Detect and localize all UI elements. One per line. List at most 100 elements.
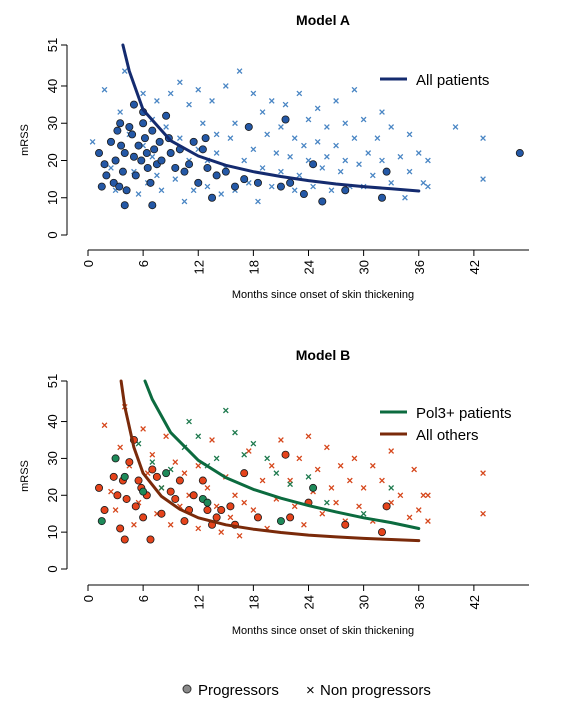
model-a-y-tick-label: 20: [45, 153, 60, 167]
model-b-non-progressor-point: [140, 426, 146, 432]
model-b-non-progressor-point: [328, 485, 335, 491]
model-b-progressor-point: [341, 520, 350, 529]
model-b-progressor-point: [240, 469, 249, 478]
model-b-progressor-point: [111, 454, 120, 463]
model-b-y-axis-label: mRSS: [19, 460, 31, 492]
model-b-progressor-point: [113, 491, 122, 500]
model-a-x-tick-label: 30: [357, 260, 372, 274]
model-a-y-axis-label: mRSS: [19, 124, 31, 156]
model-b-progressor-point: [180, 517, 189, 526]
model-a-non-progressor-point: [250, 90, 257, 97]
model-b-progressor-point: [134, 476, 143, 485]
model-b-non-progressor-point: [213, 455, 220, 462]
model-b-non-progressor-point: [195, 433, 202, 440]
model-b-non-progressor-point: [369, 462, 376, 469]
model-a-non-progressor-point: [140, 90, 146, 97]
model-a-non-progressor-point: [314, 105, 321, 112]
model-b-non-progressor-point: [232, 492, 238, 499]
model-a-y-tick-label: 51: [45, 38, 60, 52]
model-a-non-progressor-point: [101, 86, 108, 93]
model-a-non-progressor-point: [425, 183, 431, 190]
model-b-non-progressor-point: [112, 507, 119, 513]
model-a-non-progressor-point: [264, 131, 271, 138]
model-b-non-progressor-point: [227, 514, 234, 521]
model-b-non-progressor-point: [250, 440, 257, 447]
model-a-progressor-point: [208, 193, 217, 202]
model-a-non-progressor-point: [89, 139, 96, 145]
model-b-y-tick-label: 30: [45, 451, 60, 465]
footer-cross-symbol: ×: [306, 682, 315, 699]
model-b-non-progressor-point: [319, 510, 326, 517]
model-a-non-progressor-point: [420, 179, 427, 186]
model-a-y-tick-label: 30: [45, 116, 60, 130]
model-b-legend: Pol3+ patients All others: [380, 405, 512, 444]
model-b-non-progressor-point: [333, 499, 339, 506]
model-b-non-progressor-point: [236, 532, 243, 539]
model-a-non-progressor-point: [388, 124, 395, 130]
model-b-non-progressor-point: [360, 485, 367, 491]
model-b-non-progressor-point: [337, 462, 344, 469]
model-b-non-progressor-point: [346, 477, 353, 484]
model-a-progressor-point: [131, 171, 140, 180]
model-b-progressor-point: [139, 487, 148, 496]
model-a-non-progressor-point: [149, 153, 156, 160]
model-b-progressor-point: [125, 458, 134, 467]
model-b-non-progressor-point: [305, 433, 312, 440]
model-a-non-progressor-point: [287, 153, 293, 160]
model-b-non-progressor-point: [273, 470, 280, 477]
model-b-x-tick-label: 6: [136, 595, 151, 602]
model-a-x-tick-label: 42: [467, 260, 482, 274]
model-a-progressor-point: [515, 149, 524, 158]
model-a-non-progressor-point: [369, 172, 376, 179]
model-b-y-tick-label: 40: [45, 414, 60, 428]
model-b-x-tick-label: 0: [81, 595, 96, 602]
model-b-progressor-point: [120, 535, 129, 544]
model-a-progressor-point: [171, 163, 180, 172]
model-b-non-progressor-point: [195, 462, 202, 469]
model-b-non-progressor-point: [480, 470, 486, 477]
model-b-progressor-point: [122, 494, 131, 503]
model-b-non-progressor-point: [415, 507, 422, 513]
model-a-non-progressor-point: [278, 168, 284, 175]
model-b-y-tick-label: 20: [45, 488, 60, 502]
model-a-progressor-point: [309, 160, 318, 169]
model-b-non-progressor-point: [406, 514, 413, 521]
model-a-x-tick-label: 36: [412, 260, 427, 274]
model-a-x-tick-label: 6: [136, 260, 151, 267]
model-a-non-progressor-point: [328, 187, 335, 194]
model-a-progressor-point: [129, 152, 138, 161]
model-a-non-progressor-point: [222, 83, 229, 89]
model-a-non-progressor-point: [154, 98, 160, 104]
model-a-progressor-point: [106, 137, 115, 146]
model-b-non-progressor-point: [149, 451, 156, 458]
model-b-progressor-point: [253, 513, 262, 522]
model-b-progressor-point: [162, 469, 171, 478]
model-b-non-progressor-point: [222, 407, 229, 414]
model-a-non-progressor-point: [259, 109, 266, 115]
model-a-progressor-point: [116, 119, 125, 128]
model-b-x-tick-label: 12: [191, 595, 206, 609]
model-b-non-progressor-point: [388, 485, 395, 491]
model-a-non-progressor-point: [415, 150, 422, 156]
model-a-non-progressor-point: [333, 98, 339, 104]
model-b-non-progressor-point: [186, 418, 192, 425]
model-a-progressor-point: [122, 186, 131, 195]
model-a-non-progressor-point: [186, 101, 192, 108]
model-b-progressor-point: [109, 472, 118, 481]
footer-progressors-label: Progressors: [198, 682, 279, 699]
model-a-non-progressor-point: [379, 157, 385, 164]
model-a-progressor-point: [150, 145, 159, 154]
model-b-non-progressor-point: [172, 459, 179, 465]
model-a-non-progressor-point: [296, 172, 303, 179]
model-b-x-tick-label: 42: [467, 595, 482, 609]
model-a-non-progressor-point: [195, 86, 202, 93]
model-a-non-progressor-point: [296, 90, 303, 97]
model-a-progressor-point: [194, 178, 203, 187]
model-b-progressor-point: [146, 535, 155, 544]
model-b-non-progressor-point: [388, 448, 395, 454]
model-b-progressor-point: [131, 502, 140, 511]
model-b-progressor-point: [175, 476, 184, 485]
model-b-non-progressor-point: [425, 492, 431, 499]
